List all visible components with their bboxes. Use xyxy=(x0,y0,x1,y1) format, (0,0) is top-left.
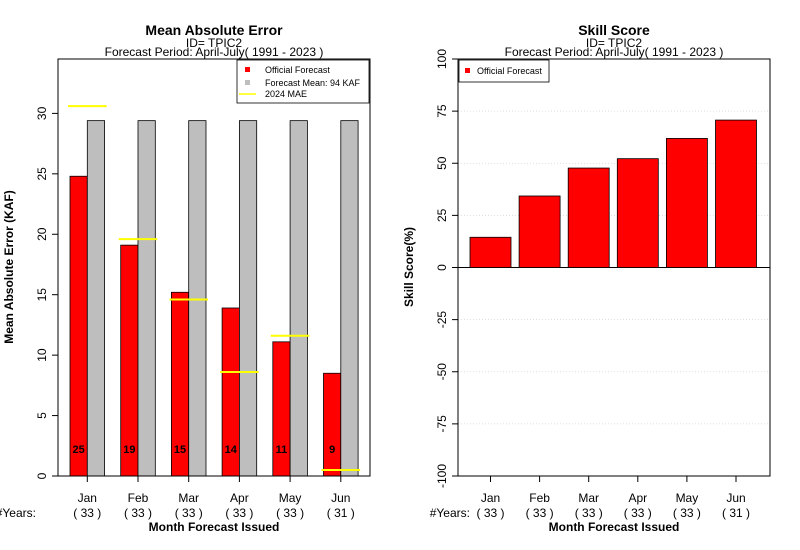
skill-x-tick-label: Apr xyxy=(628,491,647,505)
mae-x-tick-label: Mar xyxy=(178,491,199,505)
skill-bar-official-forecast xyxy=(715,119,757,268)
skill-y-tick-label: -100 xyxy=(435,464,449,488)
mae-years-label: ( 33 ) xyxy=(124,506,152,520)
mae-chart-x-axis-title: Month Forecast Issued xyxy=(149,520,280,534)
skill-y-tick-label: 0 xyxy=(435,264,449,271)
mae-legend-label-2024: 2024 MAE xyxy=(265,89,307,99)
mae-bar-official-forecast xyxy=(120,244,139,477)
mae-chart: Mean Absolute Error ID= TPIC2 Forecast P… xyxy=(0,22,371,534)
skill-y-tick-label: -75 xyxy=(435,415,449,433)
mae-bar-forecast-mean xyxy=(340,120,359,477)
mae-bar-label: 11 xyxy=(276,444,288,456)
mae-x-tick-label: May xyxy=(279,491,302,505)
skill-chart-y-axis-title: Skill Score(%) xyxy=(402,227,416,307)
mae-bar-forecast-mean xyxy=(188,120,207,477)
skill-chart-x-axis-title: Month Forecast Issued xyxy=(549,520,680,534)
mae-y-tick-label: 15 xyxy=(35,288,49,302)
mae-x-tick-label: Feb xyxy=(128,491,149,505)
mae-plot-frame xyxy=(57,58,371,477)
skill-y-tick-label: -25 xyxy=(435,311,449,329)
mae-y-tick-label: 30 xyxy=(35,106,49,120)
skill-legend-box xyxy=(458,59,550,83)
skill-years-label: ( 33 ) xyxy=(624,506,652,520)
skill-x-tick-label: Jan xyxy=(481,491,500,505)
mae-bar-label: 25 xyxy=(73,444,85,456)
skill-legend-swatch-official xyxy=(465,68,470,73)
mae-bar-label: 15 xyxy=(174,444,186,456)
skill-plot-frame xyxy=(457,58,771,477)
mae-bar-official-forecast xyxy=(323,372,342,477)
skill-years-label: ( 31 ) xyxy=(722,506,750,520)
skill-chart-subtitle-period: Forecast Period: April-July( 1991 - 2023… xyxy=(505,45,724,59)
mae-x-tick-label: Jun xyxy=(331,491,350,505)
mae-bar-forecast-mean xyxy=(289,120,308,477)
mae-legend-swatch-mean xyxy=(245,80,250,85)
mae-y-tick-label: 25 xyxy=(35,167,49,181)
mae-chart-subtitle-id: ID= TPIC2 xyxy=(186,36,242,50)
skill-bar-official-forecast xyxy=(567,167,610,268)
mae-legend-swatch-official xyxy=(245,67,250,72)
mae-bar-official-forecast xyxy=(69,175,88,477)
mae-chart-title: Mean Absolute Error xyxy=(145,22,283,38)
skill-years-label: ( 33 ) xyxy=(526,506,554,520)
skill-x-tick-label: May xyxy=(676,491,699,505)
mae-x-tick-label: Apr xyxy=(230,491,249,505)
mae-years-label: ( 33 ) xyxy=(225,506,253,520)
skill-chart-years-label: #Years: xyxy=(430,506,470,520)
mae-chart-subtitle-period: Forecast Period: April-July( 1991 - 2023… xyxy=(105,45,324,59)
mae-years-label: ( 33 ) xyxy=(276,506,304,520)
mae-legend-box xyxy=(236,59,370,104)
mae-legend-label-mean: Forecast Mean: 94 KAF xyxy=(265,78,361,88)
skill-y-tick-label: -50 xyxy=(435,363,449,381)
mae-bar-label: 9 xyxy=(329,444,335,456)
skill-bar-official-forecast xyxy=(666,138,708,268)
skill-y-tick-label: 50 xyxy=(435,156,449,170)
skill-years-label: ( 33 ) xyxy=(673,506,701,520)
mae-y-tick-label: 20 xyxy=(35,227,49,241)
mae-legend: Official Forecast Forecast Mean: 94 KAF 2… xyxy=(236,59,370,104)
skill-legend: Official Forecast xyxy=(458,59,550,83)
skill-x-tick-label: Feb xyxy=(529,491,550,505)
mae-y-tick-label: 0 xyxy=(35,472,49,479)
mae-legend-label-official: Official Forecast xyxy=(265,65,330,75)
skill-y-tick-label: 25 xyxy=(435,208,449,222)
skill-chart: Skill Score ID= TPIC2 Forecast Period: A… xyxy=(402,22,771,534)
skill-chart-subtitle-id: ID= TPIC2 xyxy=(586,36,642,50)
mae-bar-label: 19 xyxy=(123,444,135,456)
skill-bar-official-forecast xyxy=(518,195,561,268)
skill-bar-official-forecast xyxy=(469,236,512,268)
mae-bar-label: 14 xyxy=(225,444,238,456)
mae-bar-forecast-mean xyxy=(137,120,156,477)
skill-years-label: ( 33 ) xyxy=(476,506,504,520)
mae-y-tick-label: 5 xyxy=(35,412,49,419)
skill-y-tick-label: 100 xyxy=(435,49,449,69)
skill-bar-official-forecast xyxy=(616,158,659,268)
mae-years-label: ( 33 ) xyxy=(73,506,101,520)
skill-legend-label-official: Official Forecast xyxy=(477,66,542,76)
skill-years-label: ( 33 ) xyxy=(575,506,603,520)
mae-bar-forecast-mean xyxy=(238,120,258,477)
mae-x-tick-label: Jan xyxy=(78,491,97,505)
mae-y-tick-label: 10 xyxy=(35,348,49,362)
mae-years-label: ( 31 ) xyxy=(327,506,355,520)
skill-x-tick-label: Mar xyxy=(578,491,599,505)
mae-chart-years-label: #Years: xyxy=(0,506,36,520)
mae-bar-forecast-mean xyxy=(86,120,106,477)
mae-years-label: ( 33 ) xyxy=(175,506,203,520)
skill-x-tick-label: Jun xyxy=(726,491,745,505)
mae-chart-y-axis-title: Mean Absolute Error (KAF) xyxy=(2,190,16,344)
skill-y-tick-label: 75 xyxy=(435,104,449,118)
skill-chart-title: Skill Score xyxy=(578,22,650,38)
